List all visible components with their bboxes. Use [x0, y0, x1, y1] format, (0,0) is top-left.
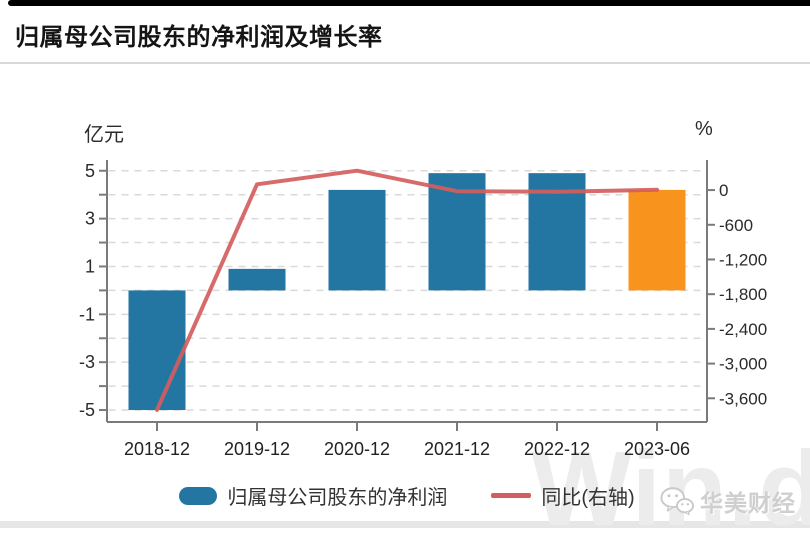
- net-profit-bar: [328, 189, 386, 291]
- x-axis-category-label: 2022-12: [524, 439, 590, 459]
- bar-series-swatch: [179, 486, 218, 505]
- right-axis-tick-label: -1,200: [719, 250, 767, 269]
- left-axis-tick-label: 5: [85, 161, 95, 181]
- x-axis-category-label: 2021-12: [424, 439, 490, 459]
- net-profit-bar: [228, 268, 286, 291]
- source-brand: 华美财经: [660, 484, 796, 518]
- left-axis-tick-label: -1: [79, 304, 95, 324]
- wechat-icon: [660, 487, 694, 516]
- right-axis-tick-label: -2,400: [719, 320, 767, 339]
- left-axis-tick-label: 1: [85, 256, 95, 276]
- right-axis-tick-label: -600: [719, 216, 753, 235]
- line-series-swatch: [491, 493, 532, 498]
- growth-rate-line: [155, 168, 659, 412]
- chart-canvas: 5 3 1 -1 -3 -5 0 -600 -1,200 -1,800 -2,400 -3,000 -3…: [79, 160, 767, 459]
- bar-series-label: 归属母公司股东的净利润: [227, 487, 448, 509]
- right-axis-tick-label: -1,800: [719, 285, 767, 304]
- page-title: 归属母公司股东的净利润及增长率: [15, 24, 383, 51]
- right-axis-unit-label: %: [695, 118, 713, 140]
- left-axis-tick-label: -5: [79, 400, 95, 420]
- x-axis-category-label: 2018-12: [124, 439, 190, 459]
- chart-legend: 归属母公司股东的净利润 同比(右轴): [107, 481, 707, 510]
- top-accent-bar: [8, 0, 810, 6]
- right-axis-tick-label: -3,000: [719, 355, 767, 374]
- bottom-strip: [0, 521, 810, 528]
- right-axis-tick-label: -3,600: [719, 389, 767, 408]
- net-profit-bar: [628, 189, 686, 291]
- x-axis-category-label: 2023-06: [624, 439, 690, 459]
- x-axis-category-label: 2019-12: [224, 439, 290, 459]
- x-axis-category-label: 2020-12: [324, 439, 390, 459]
- left-axis-tick-label: -3: [79, 352, 95, 372]
- line-series-label: 同比(右轴): [541, 487, 635, 509]
- right-axis-tick-label: 0: [719, 181, 728, 200]
- left-axis-tick-label: 3: [85, 209, 95, 229]
- net-profit-bar: [128, 290, 186, 411]
- header-divider: [0, 62, 810, 64]
- source-name: 华美财经: [700, 490, 796, 516]
- left-axis-unit-label: 亿元: [84, 124, 124, 146]
